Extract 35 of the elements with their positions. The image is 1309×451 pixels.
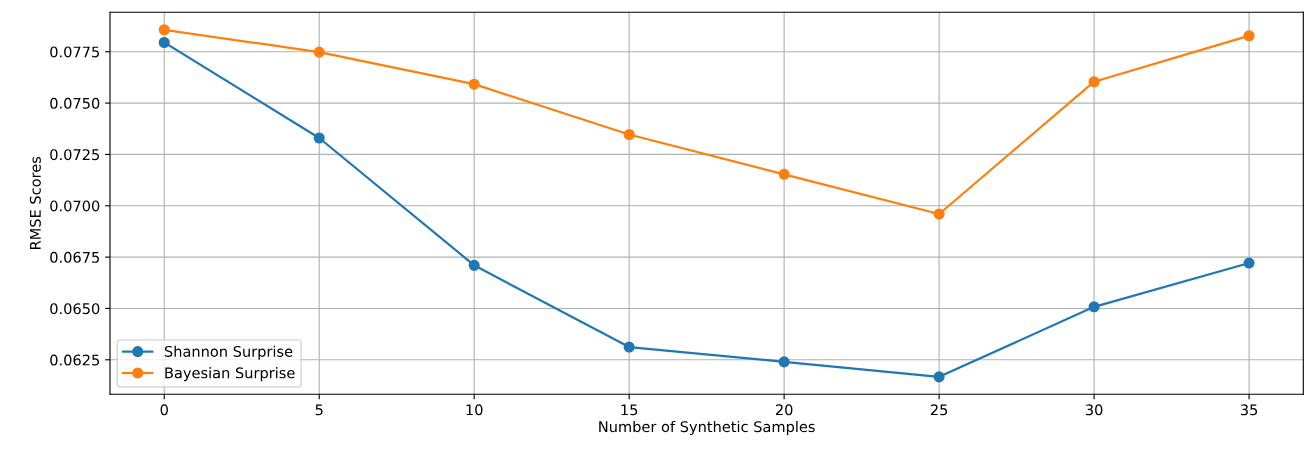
legend-label: Shannon Surprise	[164, 345, 293, 360]
y-axis-title: RMSE Scores	[29, 156, 41, 249]
x-tick-label: 20	[775, 404, 793, 416]
x-tick-label: 25	[930, 404, 948, 416]
y-tick-label: 0.0775	[50, 46, 99, 58]
point	[1243, 30, 1255, 42]
point	[313, 46, 325, 58]
x-tick-label: 35	[1240, 404, 1258, 416]
point	[1088, 76, 1100, 88]
y-tick-label: 0.0750	[50, 97, 100, 109]
point	[933, 371, 945, 383]
x-tick-label: 10	[466, 404, 483, 416]
x-tick-label: 0	[160, 404, 168, 416]
y-tick-label: 0.0625	[50, 354, 99, 366]
point	[313, 132, 325, 144]
point	[933, 208, 945, 220]
point	[623, 341, 635, 353]
point	[778, 168, 790, 180]
x-tick-label: 5	[315, 404, 323, 416]
point	[158, 24, 170, 36]
legend-label: Bayesian Surprise	[165, 367, 295, 382]
point	[623, 128, 635, 141]
y-tick-label: 0.0725	[50, 149, 99, 161]
point	[1088, 301, 1100, 313]
point	[778, 356, 790, 368]
point	[1243, 257, 1255, 269]
point	[468, 78, 480, 90]
x-tick-label: 30	[1085, 404, 1103, 416]
point	[158, 36, 170, 49]
y-tick-label: 0.0650	[50, 303, 100, 315]
x-tick-label: 15	[621, 404, 638, 416]
x-axis-title: Number of Synthetic Samples	[599, 420, 815, 436]
y-tick-label: 0.0675	[50, 251, 99, 263]
point	[468, 259, 480, 271]
y-tick-label: 0.0700	[50, 200, 100, 212]
